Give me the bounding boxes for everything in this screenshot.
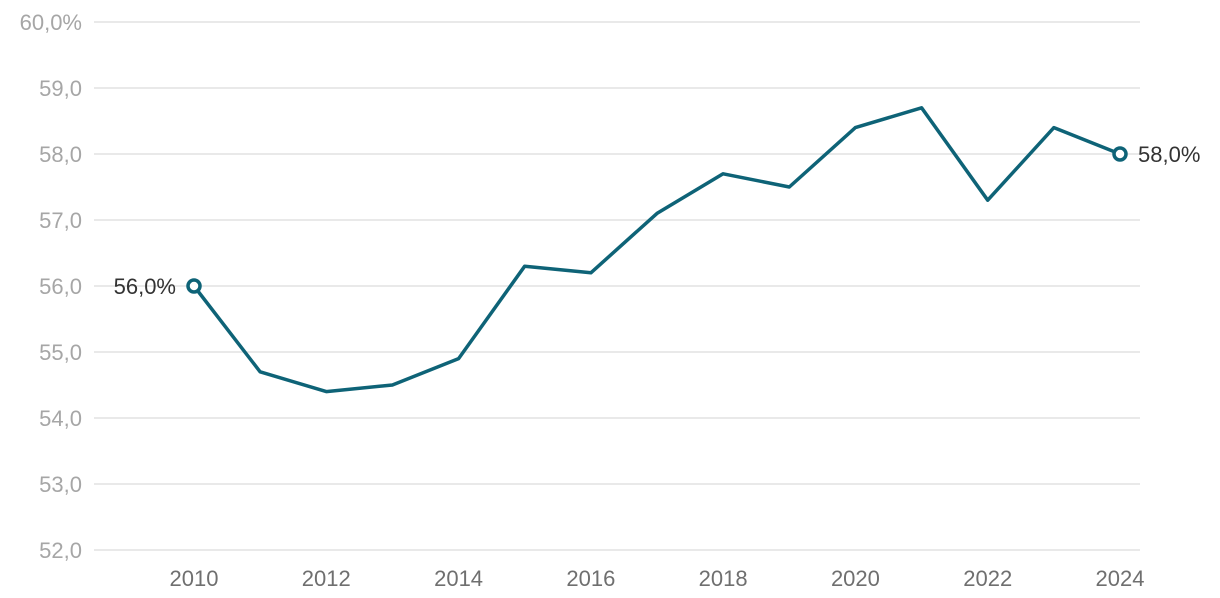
- data-label: 58,0%: [1138, 142, 1200, 167]
- x-tick-label: 2024: [1096, 566, 1145, 591]
- x-axis-ticks: 2010 2012 2014 2016 2018 2020 2022 2024: [170, 566, 1145, 591]
- data-point-marker: [1112, 146, 1128, 162]
- y-tick-label: 52,0: [39, 538, 82, 563]
- x-tick-label: 2010: [170, 566, 219, 591]
- y-tick-label: 58,0: [39, 142, 82, 167]
- annotations: 56,0% 58,0%: [114, 142, 1201, 299]
- y-tick-label: 60,0%: [20, 10, 82, 35]
- y-tick-label: 57,0: [39, 208, 82, 233]
- x-tick-label: 2018: [699, 566, 748, 591]
- y-tick-label: 54,0: [39, 406, 82, 431]
- y-tick-label: 56,0: [39, 274, 82, 299]
- x-tick-label: 2016: [566, 566, 615, 591]
- data-label: 56,0%: [114, 274, 176, 299]
- series: [192, 106, 1122, 394]
- x-tick-label: 2022: [963, 566, 1012, 591]
- x-tick-label: 2012: [302, 566, 351, 591]
- data-point-marker: [186, 278, 202, 294]
- gridlines: [94, 21, 1140, 551]
- series-line: [192, 106, 1122, 394]
- y-axis-ticks: 52,0 53,0 54,0 55,0 56,0 57,0 58,0 59,0 60,0%: [20, 10, 82, 563]
- y-tick-label: 59,0: [39, 76, 82, 101]
- y-tick-label: 53,0: [39, 472, 82, 497]
- x-tick-label: 2014: [434, 566, 483, 591]
- x-tick-label: 2020: [831, 566, 880, 591]
- y-tick-label: 55,0: [39, 340, 82, 365]
